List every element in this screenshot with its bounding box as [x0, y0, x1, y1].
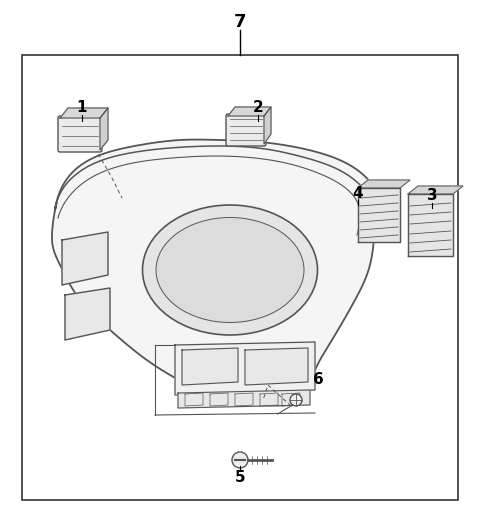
FancyBboxPatch shape: [226, 114, 266, 146]
FancyBboxPatch shape: [58, 116, 102, 152]
Text: 1: 1: [77, 100, 87, 116]
Polygon shape: [358, 180, 410, 188]
Polygon shape: [175, 342, 315, 395]
Circle shape: [232, 452, 248, 468]
Ellipse shape: [143, 205, 317, 335]
Text: 2: 2: [252, 100, 264, 116]
Text: 4: 4: [353, 185, 363, 201]
Bar: [22, 55, 458, 500]
Polygon shape: [358, 188, 400, 242]
Polygon shape: [52, 140, 378, 406]
Ellipse shape: [156, 218, 304, 322]
Polygon shape: [100, 108, 108, 150]
Polygon shape: [408, 194, 453, 256]
Polygon shape: [60, 108, 108, 118]
Polygon shape: [182, 348, 238, 385]
Text: 3: 3: [427, 189, 437, 203]
Polygon shape: [228, 107, 271, 116]
Polygon shape: [408, 186, 463, 194]
Polygon shape: [178, 390, 310, 408]
Polygon shape: [62, 232, 108, 285]
Text: 7: 7: [234, 13, 246, 31]
Circle shape: [290, 394, 302, 406]
Text: 5: 5: [235, 470, 245, 485]
Polygon shape: [264, 107, 271, 144]
Text: 6: 6: [312, 373, 324, 388]
Polygon shape: [245, 348, 308, 385]
Polygon shape: [65, 288, 110, 340]
